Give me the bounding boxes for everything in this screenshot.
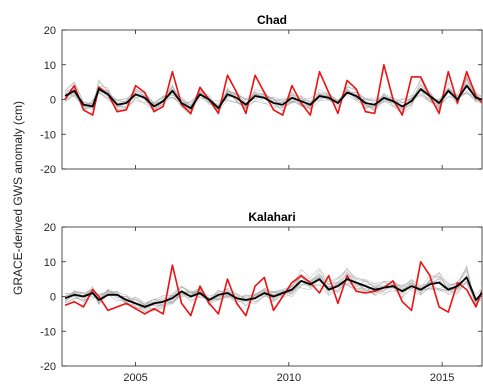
y-tick-label: 20 — [44, 222, 56, 234]
ensemble-member-line — [64, 266, 482, 312]
y-tick-label: -10 — [40, 326, 56, 338]
plot-area — [64, 64, 482, 116]
ensemble-member-line — [64, 278, 482, 306]
highlight-series-line — [64, 64, 482, 116]
x-tick-label: 2005 — [123, 372, 147, 384]
panel-1: -20 -10 0 10 20 2005 2010 2015 Kalahari — [40, 210, 483, 384]
ensemble-mean-line — [64, 84, 482, 110]
ensemble-member-line — [64, 275, 482, 305]
plot-area — [64, 260, 482, 317]
ensemble-member-line — [64, 267, 482, 309]
y-tick-label: 0 — [50, 95, 56, 107]
panel-title: Kalahari — [248, 210, 295, 224]
axes-box — [61, 29, 483, 170]
ensemble-mean-line — [64, 276, 482, 308]
y-tick-label: -10 — [40, 129, 56, 141]
y-tick-label: -20 — [40, 361, 56, 373]
panel-0: -20 -10 0 10 20 Chad — [40, 13, 483, 176]
x-tick-label: 2015 — [430, 372, 454, 384]
y-tick-label: 20 — [44, 25, 56, 37]
y-tick-label: -20 — [40, 164, 56, 176]
y-tick-label: 10 — [44, 60, 56, 72]
y-axis-label: GRACE-derived GWS anomaly (cm) — [11, 101, 25, 295]
x-tick-label: 2010 — [277, 372, 301, 384]
panel-title: Chad — [257, 13, 287, 27]
y-tick-label: 10 — [44, 257, 56, 269]
y-tick-label: 0 — [50, 292, 56, 304]
highlight-series-line — [64, 260, 482, 317]
